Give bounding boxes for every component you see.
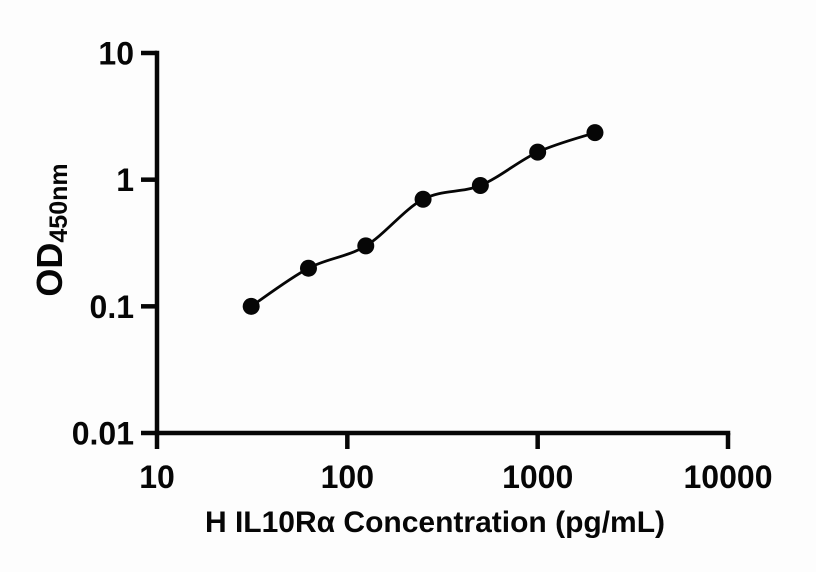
axis-spines — [154, 50, 731, 436]
y-tick-label: 1 — [116, 162, 134, 198]
data-series-layer — [242, 124, 604, 315]
y-tick-label: 0.01 — [72, 416, 134, 452]
data-point — [529, 143, 547, 161]
data-point — [414, 190, 432, 208]
y-tick-label: 10 — [98, 36, 134, 72]
y-tick-label: 0.1 — [90, 289, 134, 325]
data-point — [471, 176, 489, 194]
x-tick-label: 10000 — [684, 459, 773, 495]
data-point — [242, 297, 260, 315]
y-axis-title: OD450nm — [29, 163, 73, 296]
x-tick-label: 10 — [139, 459, 175, 495]
axes-layer: 0.01 0.1 1 10 10 100 1000 10000 — [72, 36, 773, 496]
data-point — [357, 237, 375, 255]
y-axis-title-main: OD — [29, 243, 70, 297]
y-axis-title-subscript: 450nm — [45, 163, 73, 242]
x-tick-label: 1000 — [502, 459, 573, 495]
data-point — [586, 124, 604, 142]
x-axis-title: H IL10Rα Concentration (pg/mL) — [205, 506, 665, 539]
data-point — [299, 259, 317, 277]
fitted-curve — [250, 131, 596, 308]
x-tick-label: 100 — [321, 459, 374, 495]
